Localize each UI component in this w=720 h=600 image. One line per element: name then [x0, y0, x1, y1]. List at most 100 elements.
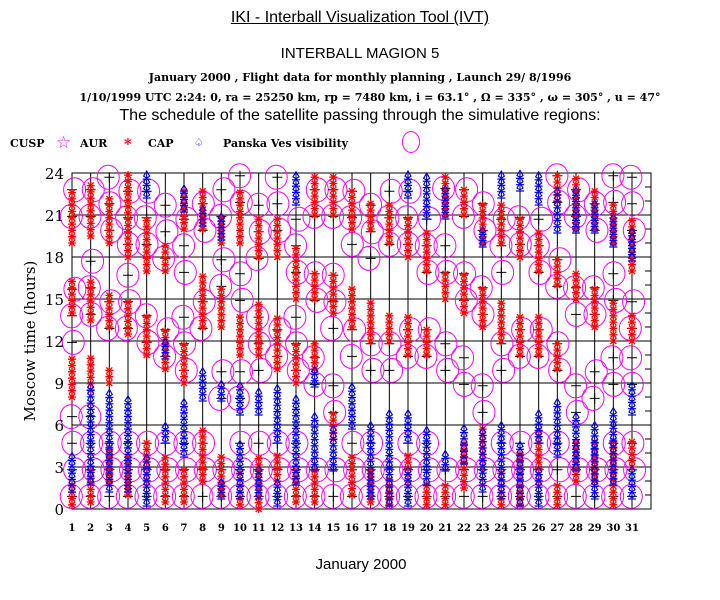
- asterisk-icon: *: [124, 135, 132, 153]
- aur-asterisk: [105, 201, 114, 210]
- cap-spade: [180, 403, 188, 414]
- aur-asterisk: [124, 177, 132, 186]
- aur-asterisk: [273, 215, 282, 224]
- aur-asterisk: [348, 285, 356, 294]
- aur-asterisk: [609, 232, 618, 241]
- aur-asterisk: [254, 234, 263, 243]
- cap-spade: [124, 445, 132, 455]
- cap-spade: [422, 172, 431, 182]
- cap-spade: [198, 372, 207, 383]
- cap-spade: [628, 232, 636, 243]
- aur-asterisk: [198, 212, 207, 221]
- aur-asterisk: [105, 316, 114, 325]
- cap-spade: [460, 435, 468, 446]
- aur-asterisk: [142, 241, 151, 250]
- aur-asterisk: [329, 416, 338, 425]
- visibility-circle: [81, 248, 105, 274]
- cap-spade: [292, 425, 300, 436]
- plus-mark: [571, 491, 581, 502]
- cap-spade: [422, 209, 431, 220]
- aur-asterisk: [124, 304, 132, 313]
- visibility-circle: [564, 373, 588, 399]
- cap-spade: [609, 412, 618, 423]
- aur-asterisk: [292, 263, 300, 272]
- aur-asterisk: [217, 239, 226, 247]
- cap-spade: [142, 471, 151, 482]
- cap-spade: [292, 469, 300, 480]
- aur-asterisk: [68, 239, 76, 247]
- aur-asterisk: [180, 479, 188, 488]
- cap-spade: [385, 496, 394, 507]
- aur-asterisk: [198, 432, 207, 441]
- aur-asterisk: [628, 444, 636, 453]
- aur-asterisk: [348, 491, 356, 499]
- aur-asterisk: [236, 213, 244, 222]
- aur-asterisk: [105, 323, 114, 331]
- cap-spade: [310, 436, 319, 447]
- plus-mark: [459, 379, 469, 390]
- cap-spade: [572, 436, 580, 447]
- cap-spade: [68, 457, 76, 468]
- cap-spade: [628, 489, 636, 500]
- aur-asterisk: [105, 445, 114, 454]
- aur-asterisk: [516, 246, 524, 255]
- aur-asterisk: [366, 485, 375, 494]
- cap-spade: [68, 463, 76, 474]
- cap-spade: [236, 405, 244, 416]
- aur-asterisk: [310, 282, 319, 291]
- aur-asterisk: [86, 354, 95, 363]
- aur-asterisk: [553, 268, 562, 277]
- cap-spade: [497, 176, 506, 186]
- aur-asterisk: [422, 229, 431, 238]
- aur-asterisk: [217, 453, 226, 462]
- cap-spade: [497, 470, 506, 481]
- aur-asterisk: [310, 173, 319, 182]
- aur-asterisk: [142, 229, 151, 238]
- cap-spade: [198, 204, 207, 214]
- aur-asterisk: [217, 459, 226, 468]
- cap-spade: [161, 427, 170, 438]
- cap-spade: [497, 489, 506, 500]
- aur-asterisk: [254, 215, 263, 224]
- aur-asterisk: [86, 206, 95, 215]
- cap-spade: [422, 184, 431, 195]
- aur-asterisk: [124, 183, 132, 192]
- aur-asterisk: [609, 463, 618, 471]
- cap-spade: [105, 463, 114, 474]
- cap-spade: [497, 433, 506, 443]
- visibility-circle: [212, 177, 236, 203]
- aur-asterisk: [68, 232, 76, 241]
- visibility-circle: [80, 430, 104, 456]
- plus-mark: [67, 411, 77, 422]
- plus-mark: [160, 200, 171, 211]
- aur-asterisk: [236, 188, 244, 197]
- cap-spade: [198, 216, 207, 227]
- aur-asterisk: [310, 479, 319, 488]
- aur-asterisk: [124, 459, 132, 468]
- cap-spade: [553, 435, 562, 445]
- aur-asterisk: [534, 445, 543, 454]
- cap-spade: [628, 386, 636, 397]
- cap-spade: [534, 408, 543, 419]
- cap-spade: [572, 204, 580, 215]
- cap-spade: [161, 349, 170, 360]
- cap-spade: [273, 496, 282, 507]
- aur-asterisk: [236, 220, 244, 229]
- cap-spade: [609, 406, 618, 417]
- aur-asterisk: [292, 347, 300, 356]
- aur-asterisk: [348, 212, 356, 221]
- x-tick-label: 20: [420, 523, 434, 534]
- aur-asterisk: [348, 453, 356, 462]
- aur-asterisk: [105, 366, 114, 375]
- cap-spade: [254, 477, 263, 487]
- aur-asterisk: [86, 232, 95, 240]
- aur-asterisk: [572, 187, 580, 196]
- x-tick-label: 4: [125, 523, 132, 534]
- aur-asterisk: [273, 358, 282, 367]
- aur-asterisk: [198, 477, 207, 485]
- cap-spade: [404, 477, 412, 488]
- visibility-circle: [287, 206, 311, 232]
- cap-spade: [198, 366, 207, 377]
- aur-asterisk: [68, 302, 76, 311]
- cap-spade: [292, 456, 300, 467]
